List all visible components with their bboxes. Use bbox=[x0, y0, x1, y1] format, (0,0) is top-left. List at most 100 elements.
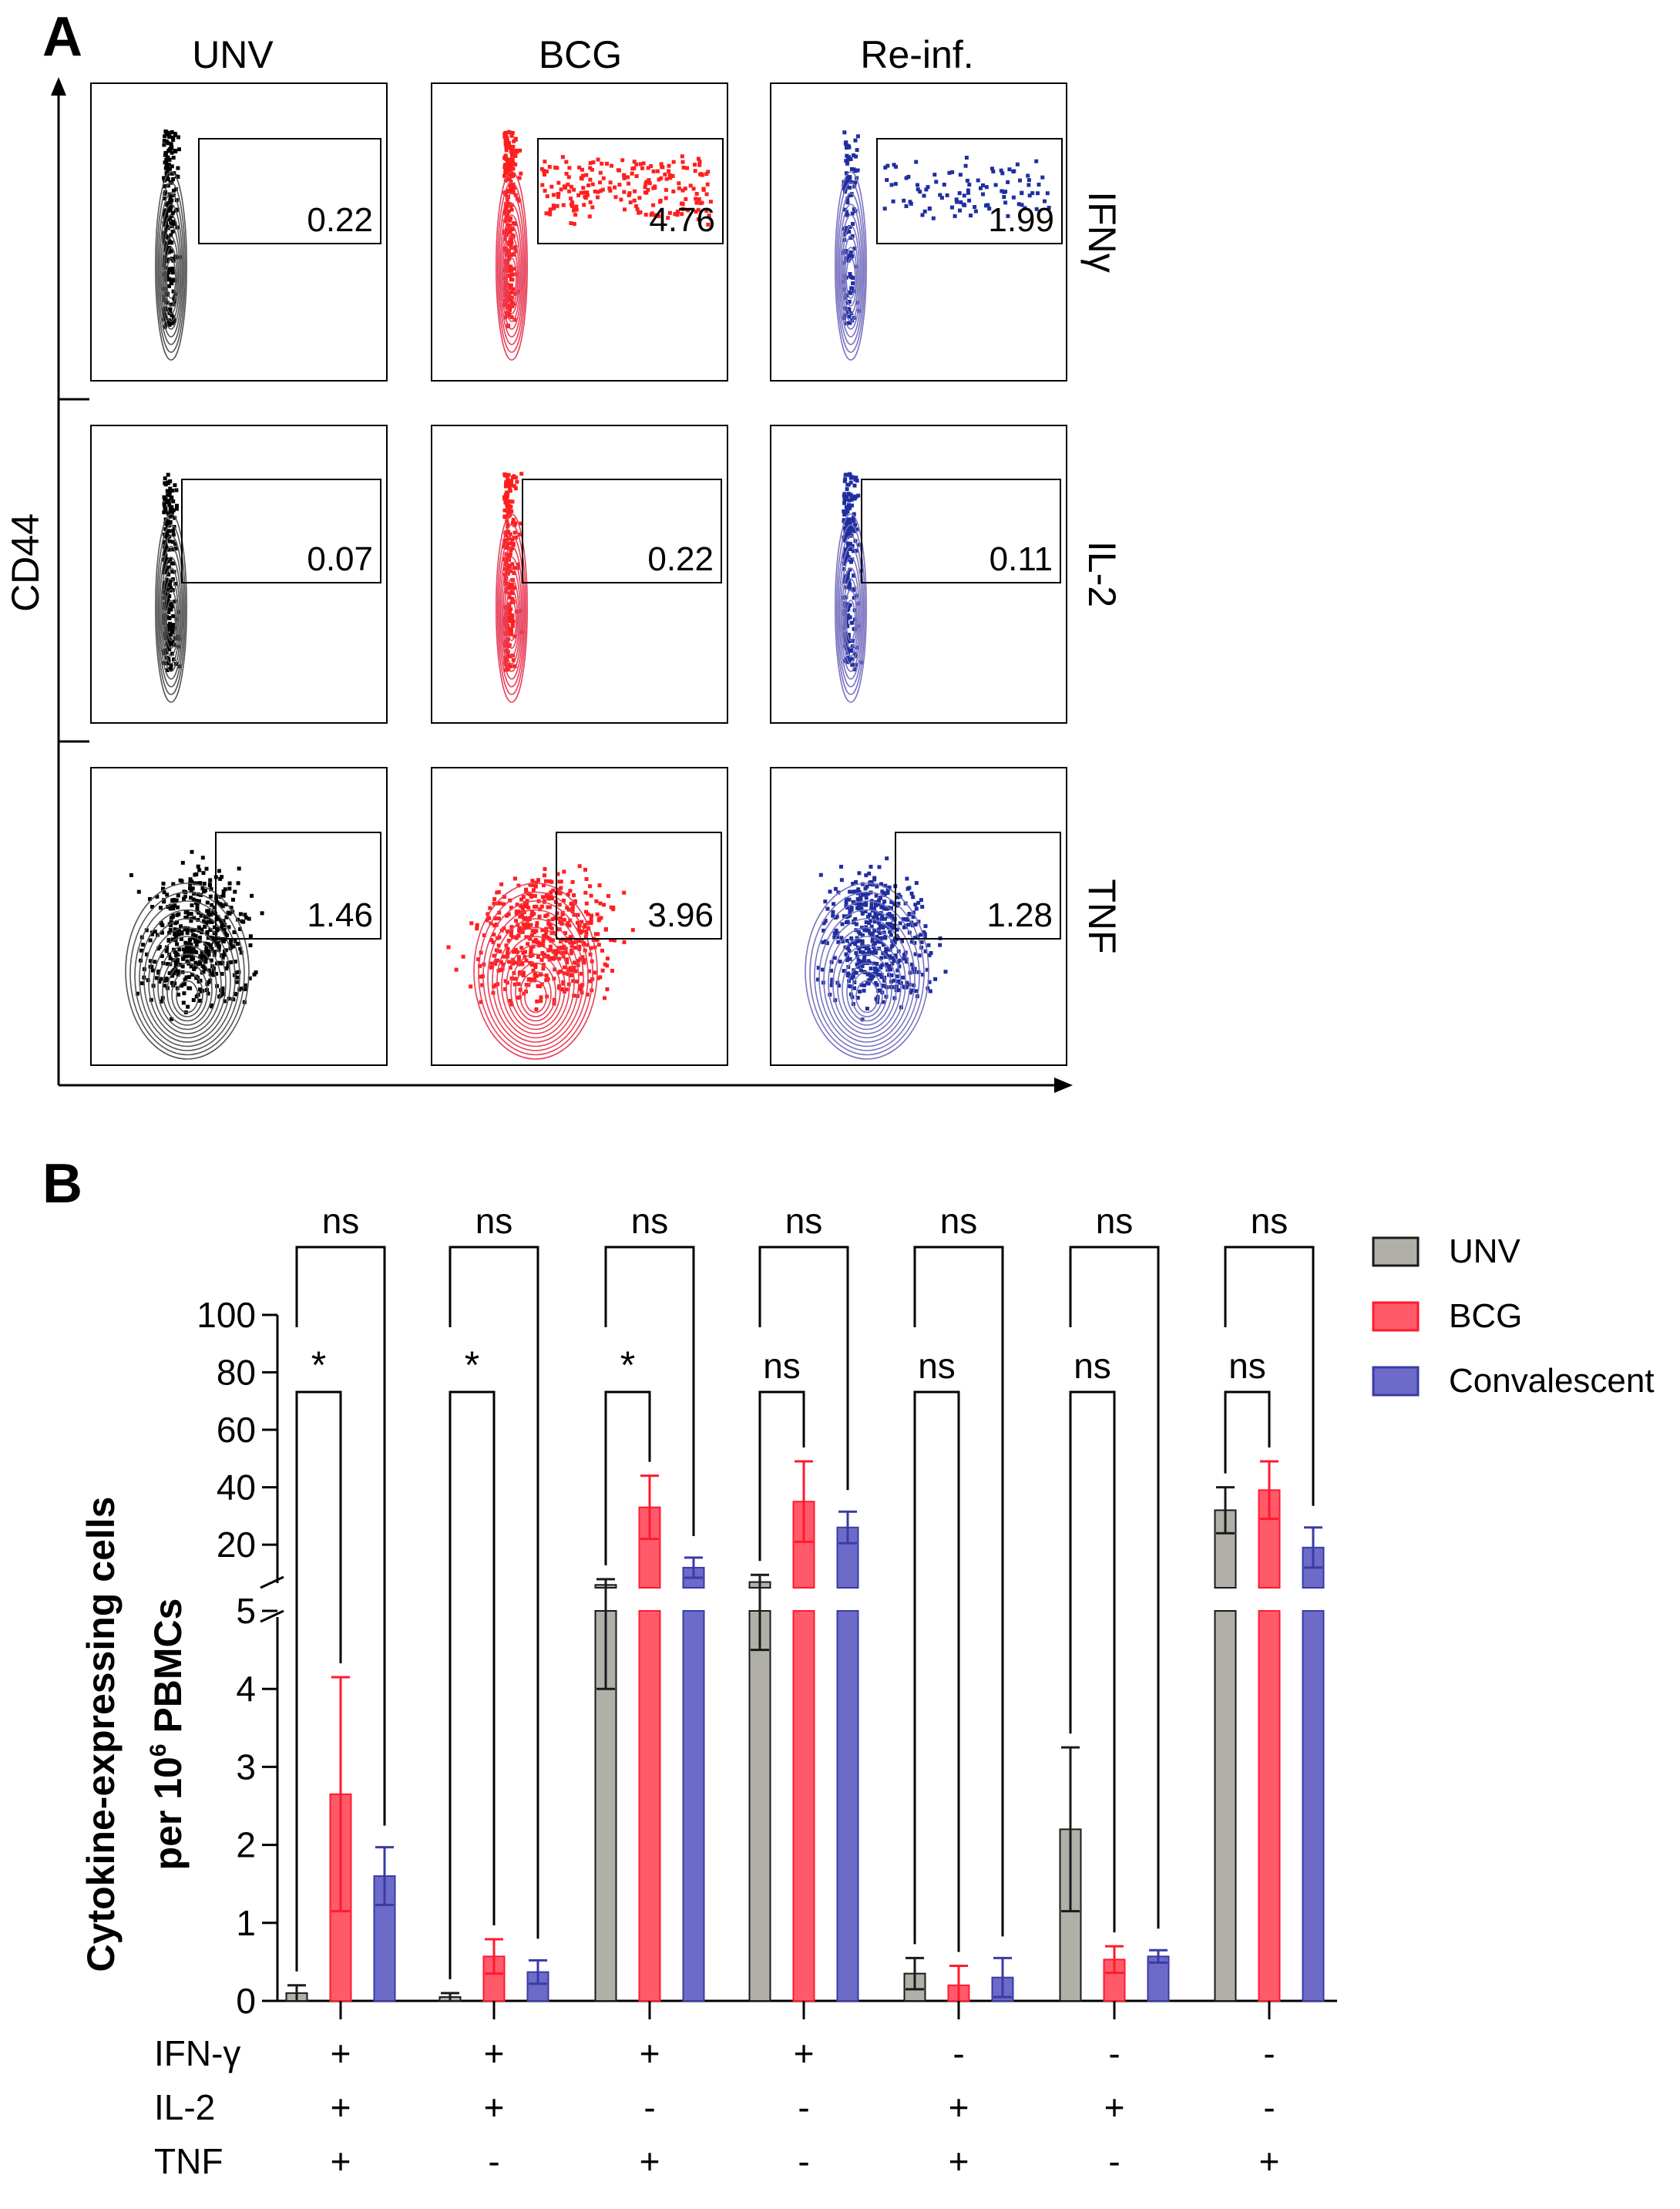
facs-event-dot bbox=[563, 965, 567, 970]
facs-event-dot bbox=[526, 977, 531, 981]
facs-event-dot bbox=[885, 163, 890, 168]
facs-event-dot bbox=[544, 170, 549, 173]
facs-event-dot bbox=[605, 987, 610, 991]
facs-event-dot bbox=[862, 983, 866, 987]
facs-event-dot bbox=[632, 198, 637, 203]
facs-event-dot bbox=[486, 912, 490, 916]
facs-event-dot bbox=[863, 909, 868, 914]
facs-event-dot bbox=[892, 940, 897, 945]
facs-event-dot bbox=[577, 944, 582, 949]
facs-event-dot bbox=[546, 896, 551, 901]
facs-event-dot bbox=[872, 876, 877, 880]
facs-event-dot bbox=[651, 169, 656, 173]
facs-event-dot bbox=[191, 957, 196, 961]
axis-break-mark bbox=[260, 1609, 284, 1623]
facs-event-dot bbox=[871, 974, 875, 979]
facs-event-dot bbox=[163, 502, 167, 506]
facs-event-dot bbox=[170, 210, 175, 215]
y-tick-label: 20 bbox=[217, 1525, 256, 1565]
facs-event-dot bbox=[853, 651, 858, 656]
facs-event-dot bbox=[885, 889, 890, 893]
facs-event-dot bbox=[598, 170, 603, 175]
facs-event-dot bbox=[193, 928, 197, 932]
facs-event-dot bbox=[178, 255, 182, 260]
facs-event-dot bbox=[514, 909, 519, 914]
facs-event-dot bbox=[171, 177, 176, 181]
facs-event-dot bbox=[183, 940, 188, 945]
facs-event-dot bbox=[916, 900, 921, 905]
significance-label: ns bbox=[763, 1346, 801, 1386]
facs-event-dot bbox=[905, 957, 909, 962]
facs-event-dot bbox=[572, 994, 576, 998]
facs-event-dot bbox=[854, 879, 858, 884]
facs-event-dot bbox=[506, 546, 510, 550]
row-label: IL-2 bbox=[1080, 541, 1124, 607]
facs-event-dot bbox=[845, 161, 849, 166]
facs-event-dot bbox=[507, 129, 511, 134]
facs-event-dot bbox=[548, 212, 553, 217]
facs-event-dot bbox=[879, 940, 883, 944]
facs-event-dot bbox=[209, 887, 213, 892]
facs-event-dot bbox=[882, 916, 887, 921]
facs-event-dot bbox=[862, 957, 866, 962]
facs-event-dot bbox=[206, 991, 210, 996]
facs-event-dot bbox=[502, 954, 506, 959]
facs-event-dot bbox=[893, 953, 898, 958]
facs-event-dot bbox=[538, 907, 543, 912]
category-sign: - bbox=[1108, 2033, 1120, 2073]
facs-event-dot bbox=[241, 920, 246, 924]
facs-event-dot bbox=[514, 610, 519, 614]
facs-event-dot bbox=[872, 943, 875, 948]
facs-event-dot bbox=[507, 554, 511, 559]
facs-event-dot bbox=[544, 211, 549, 216]
facs-event-dot bbox=[588, 884, 592, 889]
facs-event-dot bbox=[868, 882, 872, 886]
facs-event-dot bbox=[171, 188, 176, 193]
facs-event-dot bbox=[535, 921, 539, 926]
facs-event-dot bbox=[584, 877, 589, 881]
facs-event-dot bbox=[173, 516, 177, 520]
facs-event-dot bbox=[839, 936, 844, 940]
facs-event-dot bbox=[170, 489, 175, 493]
facs-event-dot bbox=[911, 915, 916, 920]
facs-event-dot bbox=[198, 978, 203, 983]
facs-contour bbox=[823, 918, 911, 1043]
facs-event-dot bbox=[229, 938, 234, 943]
facs-event-dot bbox=[843, 644, 848, 648]
facs-event-dot bbox=[177, 147, 181, 152]
facs-event-dot bbox=[169, 220, 173, 225]
facs-event-dot bbox=[556, 872, 560, 876]
facs-event-dot bbox=[696, 156, 701, 161]
facs-event-dot bbox=[529, 946, 533, 951]
facs-event-dot bbox=[565, 960, 570, 965]
facs-event-dot bbox=[182, 991, 186, 996]
facs-event-dot bbox=[934, 180, 939, 184]
facs-event-dot bbox=[576, 927, 581, 932]
facs-event-dot bbox=[492, 916, 497, 920]
facs-event-dot bbox=[172, 898, 176, 902]
facs-gate bbox=[522, 479, 722, 583]
facs-gate bbox=[181, 479, 381, 583]
facs-event-dot bbox=[144, 928, 149, 933]
facs-event-dot bbox=[485, 918, 489, 923]
facs-event-dot bbox=[856, 601, 861, 606]
facs-event-dot bbox=[630, 928, 635, 933]
facs-event-dot bbox=[849, 560, 853, 564]
facs-event-dot bbox=[238, 927, 242, 931]
facs-event-dot bbox=[670, 173, 675, 178]
facs-event-dot bbox=[215, 900, 220, 905]
facs-contour bbox=[478, 891, 593, 1056]
facs-event-dot bbox=[517, 176, 522, 180]
facs-event-dot bbox=[831, 909, 835, 914]
facs-event-dot bbox=[680, 212, 684, 217]
facs-event-dot bbox=[916, 187, 920, 192]
facs-event-dot bbox=[480, 983, 485, 987]
facs-event-dot bbox=[188, 886, 192, 891]
facs-event-dot bbox=[847, 155, 852, 160]
facs-event-dot bbox=[584, 931, 589, 936]
facs-event-dot bbox=[889, 899, 894, 904]
facs-event-dot bbox=[169, 233, 173, 237]
facs-event-dot bbox=[202, 954, 207, 959]
facs-event-dot bbox=[837, 983, 841, 988]
facs-event-dot bbox=[906, 916, 910, 921]
